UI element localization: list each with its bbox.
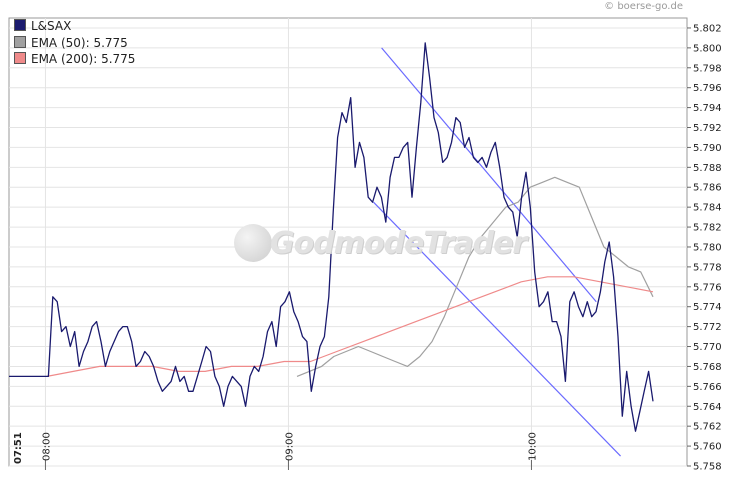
legend-label-ema200: EMA (200): 5.775 (31, 52, 136, 66)
y-tick-label: 5.782 (693, 223, 722, 234)
logo-watermark: GodmodeTrader (230, 222, 527, 268)
y-tick-label: 5.778 (693, 262, 722, 273)
logo-text: GodmodeTrader (270, 226, 527, 261)
legend-swatch-ema200 (14, 52, 26, 64)
y-tick-label: 5.790 (693, 143, 722, 154)
y-tick-label: 5.766 (693, 382, 722, 393)
y-tick-label: 5.762 (693, 422, 722, 433)
series-line-2 (46, 276, 654, 377)
logo-ball-icon (234, 224, 272, 262)
credit-text: © boerse-go.de (604, 1, 683, 12)
y-tick-label: 5.788 (693, 163, 722, 174)
y-tick-label: 5.800 (693, 43, 722, 54)
y-tick-label: 5.764 (693, 402, 722, 413)
plot-area (8, 17, 688, 467)
y-tick-label: 5.792 (693, 123, 722, 134)
y-tick-label: 5.786 (693, 183, 722, 194)
legend-swatch-ema50 (14, 36, 26, 48)
y-tick-label: 5.784 (693, 203, 722, 214)
y-tick-label: 5.760 (693, 442, 722, 453)
trendline (373, 201, 621, 457)
legend-swatch-lsax (14, 19, 26, 31)
series-line-0 (9, 42, 654, 432)
legend-label-lsax: L&SAX (31, 19, 72, 33)
y-tick-label: 5.770 (693, 342, 722, 353)
y-tick-label: 5.794 (693, 103, 722, 114)
y-tick-label: 5.798 (693, 63, 722, 74)
x-tick-label: 09:00 (284, 432, 295, 461)
grid (9, 18, 687, 467)
y-tick-label: 5.802 (693, 23, 722, 34)
legend-item-ema50: EMA (50): 5.775 (14, 36, 128, 50)
legend-item-ema200: EMA (200): 5.775 (14, 52, 135, 66)
y-tick-label: 5.768 (693, 362, 722, 373)
y-tick-label: 5.776 (693, 282, 722, 293)
y-tick-label: 5.780 (693, 242, 722, 253)
x-tick-label: 08:00 (41, 432, 52, 461)
x-axis: 08:00 09:00 10:00 07:51 (13, 432, 538, 470)
y-tick-label: 5.796 (693, 83, 722, 94)
y-tick-label: 5.774 (693, 302, 722, 313)
y-axis: 5.758 5.760 5.762 5.764 5.766 5.768 5.770 5.772… (687, 23, 722, 473)
legend-item-lsax: L&SAX (14, 19, 71, 33)
series-lines (9, 42, 654, 432)
trendlines (373, 47, 621, 457)
series-line-1 (296, 176, 654, 377)
x-tick-label: 10:00 (527, 432, 538, 461)
y-tick-label: 5.772 (693, 322, 722, 333)
legend-label-ema50: EMA (50): 5.775 (31, 36, 128, 50)
start-time-label: 07:51 (13, 432, 24, 464)
y-tick-label: 5.758 (693, 462, 722, 473)
trendline (381, 47, 597, 303)
